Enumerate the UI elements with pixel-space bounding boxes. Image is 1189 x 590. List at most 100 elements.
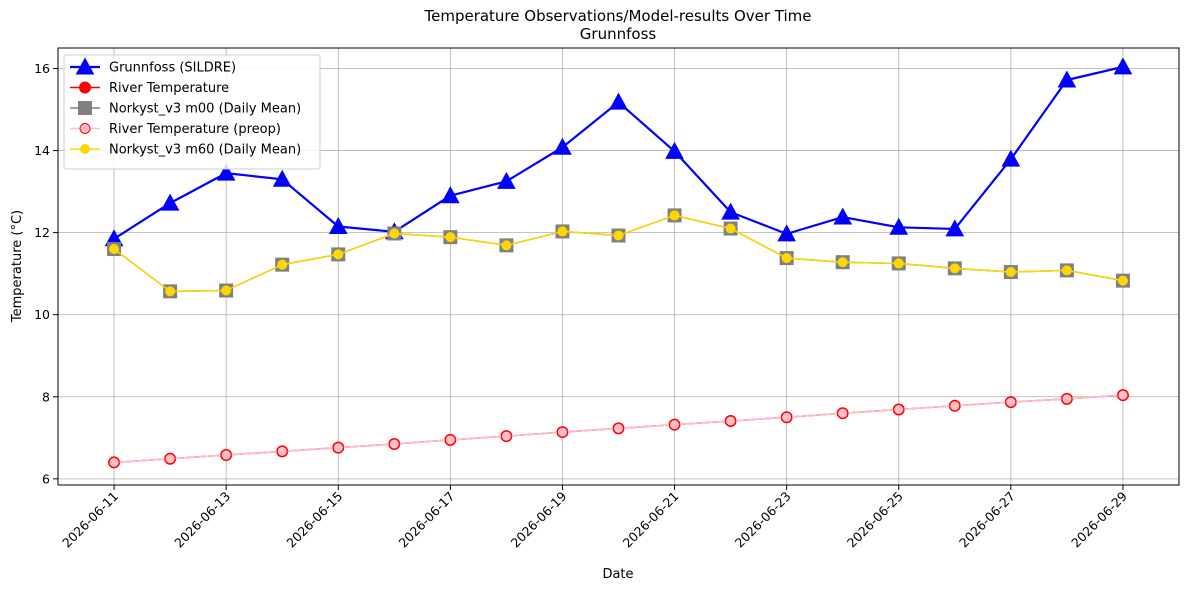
data-point-norkyst-v3-m60-daily-mean bbox=[277, 259, 288, 270]
x-tick-label: 2026-06-25 bbox=[844, 489, 906, 551]
data-point-grunnfoss-sildre bbox=[553, 137, 572, 155]
data-point-norkyst-v3-m60-daily-mean bbox=[1117, 275, 1128, 286]
legend-entry: River Temperature (preop) bbox=[70, 122, 281, 137]
data-point-grunnfoss-sildre bbox=[1113, 57, 1133, 75]
legend-marker bbox=[79, 123, 91, 134]
data-point-river-temperature-preop bbox=[837, 407, 849, 419]
data-point-grunnfoss-sildre bbox=[328, 216, 348, 234]
data-point-grunnfoss-sildre bbox=[160, 193, 180, 211]
y-tick-label: 14 bbox=[34, 143, 50, 158]
y-axis-label: Temperature (°C) bbox=[10, 210, 25, 323]
data-point-grunnfoss-sildre bbox=[441, 186, 460, 204]
data-point-grunnfoss-sildre bbox=[721, 202, 740, 220]
series-layer bbox=[104, 57, 1133, 469]
chart-subtitle: Grunnfoss bbox=[580, 25, 657, 43]
x-tick-label: 2026-06-19 bbox=[508, 488, 570, 550]
data-point-river-temperature-preop bbox=[1117, 389, 1129, 401]
chart-title: Temperature Observations/Model-results O… bbox=[423, 7, 811, 25]
series-line-norkyst-v3-m60-daily-mean bbox=[113, 214, 1124, 293]
data-point-norkyst-v3-m60-daily-mean bbox=[893, 258, 904, 269]
y-tick-label: 8 bbox=[42, 389, 50, 404]
legend-entry: River Temperature bbox=[70, 81, 229, 96]
data-point-river-temperature-preop bbox=[725, 415, 737, 427]
series-norkyst-v3-m00-daily-mean bbox=[107, 208, 1130, 299]
data-point-river-temperature-preop bbox=[949, 400, 961, 412]
data-point-norkyst-v3-m60-daily-mean bbox=[165, 286, 176, 297]
data-point-norkyst-v3-m60-daily-mean bbox=[333, 249, 344, 260]
data-point-norkyst-v3-m60-daily-mean bbox=[445, 232, 456, 243]
legend-entry: Norkyst_v3 m60 (Daily Mean) bbox=[70, 143, 301, 158]
y-tick-label: 12 bbox=[34, 225, 50, 240]
data-point-grunnfoss-sildre bbox=[609, 92, 628, 110]
series-norkyst-v3-m60-daily-mean bbox=[109, 210, 1128, 297]
y-tick-label: 10 bbox=[34, 307, 50, 322]
data-point-grunnfoss-sildre bbox=[1057, 70, 1077, 88]
data-point-norkyst-v3-m60-daily-mean bbox=[501, 240, 512, 251]
legend-label: River Temperature bbox=[109, 81, 229, 96]
data-point-river-temperature-preop bbox=[444, 434, 456, 446]
x-tick-label: 2026-06-15 bbox=[283, 489, 345, 551]
plot-frame bbox=[57, 47, 1180, 486]
x-tick-label: 2026-06-11 bbox=[59, 489, 121, 551]
data-point-river-temperature-preop bbox=[276, 445, 288, 457]
data-point-norkyst-v3-m60-daily-mean bbox=[221, 285, 232, 296]
x-tick-label: 2026-06-17 bbox=[395, 489, 457, 551]
data-point-river-temperature-preop bbox=[220, 449, 232, 461]
data-point-grunnfoss-sildre bbox=[497, 171, 516, 189]
data-point-river-temperature-preop bbox=[500, 430, 512, 442]
x-axis-label: Date bbox=[602, 567, 633, 582]
legend-label: Grunnfoss (SILDRE) bbox=[109, 61, 236, 76]
series-grunnfoss-sildre bbox=[104, 57, 1133, 247]
data-point-norkyst-v3-m60-daily-mean bbox=[557, 226, 568, 237]
series-river-temperature-preop bbox=[108, 389, 1129, 468]
data-point-grunnfoss-sildre bbox=[1001, 149, 1021, 167]
x-tick-label: 2026-06-23 bbox=[732, 489, 794, 551]
data-point-river-temperature-preop bbox=[556, 426, 568, 438]
legend-marker bbox=[79, 81, 91, 94]
y-tick-label: 6 bbox=[42, 471, 50, 486]
data-point-norkyst-v3-m60-daily-mean bbox=[837, 257, 848, 268]
x-tick-label: 2026-06-13 bbox=[171, 489, 233, 551]
legend-marker bbox=[80, 144, 90, 154]
data-point-norkyst-v3-m60-daily-mean bbox=[1005, 267, 1016, 278]
data-point-river-temperature-preop bbox=[1061, 393, 1073, 405]
legend-box bbox=[63, 54, 321, 170]
data-point-river-temperature-preop bbox=[1005, 396, 1017, 408]
data-point-norkyst-v3-m60-daily-mean bbox=[949, 263, 960, 274]
data-point-river-temperature-preop bbox=[164, 453, 176, 465]
data-point-grunnfoss-sildre bbox=[216, 163, 236, 181]
data-point-norkyst-v3-m60-daily-mean bbox=[389, 228, 400, 239]
data-point-river-temperature-preop bbox=[388, 438, 400, 450]
legend-label: River Temperature (preop) bbox=[109, 122, 281, 137]
x-tick-label: 2026-06-27 bbox=[956, 489, 1018, 551]
data-point-river-temperature-preop bbox=[781, 411, 793, 423]
data-point-norkyst-v3-m60-daily-mean bbox=[613, 230, 624, 241]
data-point-norkyst-v3-m60-daily-mean bbox=[1061, 265, 1072, 276]
series-line-norkyst-v3-m00-daily-mean bbox=[113, 214, 1124, 293]
data-point-norkyst-v3-m60-daily-mean bbox=[725, 223, 736, 234]
legend-marker bbox=[78, 101, 92, 115]
x-tick-label: 2026-06-29 bbox=[1068, 488, 1130, 550]
legend: Grunnfoss (SILDRE) River Temperature Norky… bbox=[63, 54, 321, 170]
data-point-river-temperature-preop bbox=[108, 456, 120, 468]
legend-entry: Grunnfoss (SILDRE) bbox=[70, 57, 236, 76]
legend-marker bbox=[75, 57, 95, 75]
y-tick-label: 16 bbox=[34, 61, 50, 76]
legend-label: Norkyst_v3 m00 (Daily Mean) bbox=[109, 102, 301, 117]
legend-entry: Norkyst_v3 m00 (Daily Mean) bbox=[70, 101, 301, 117]
data-point-norkyst-v3-m60-daily-mean bbox=[669, 210, 680, 221]
data-point-river-temperature-preop bbox=[613, 422, 624, 434]
data-point-grunnfoss-sildre bbox=[777, 224, 796, 242]
x-tick-label: 2026-06-21 bbox=[620, 489, 682, 551]
data-point-grunnfoss-sildre bbox=[665, 141, 684, 159]
data-point-grunnfoss-sildre bbox=[833, 207, 853, 225]
data-point-river-temperature-preop bbox=[669, 419, 681, 431]
data-point-grunnfoss-sildre bbox=[889, 217, 909, 235]
data-point-grunnfoss-sildre bbox=[945, 219, 965, 237]
data-point-river-temperature-preop bbox=[893, 403, 905, 415]
legend-label: Norkyst_v3 m60 (Daily Mean) bbox=[109, 143, 301, 158]
data-point-norkyst-v3-m60-daily-mean bbox=[109, 244, 120, 255]
data-point-grunnfoss-sildre bbox=[272, 169, 292, 187]
data-point-river-temperature-preop bbox=[332, 442, 344, 454]
